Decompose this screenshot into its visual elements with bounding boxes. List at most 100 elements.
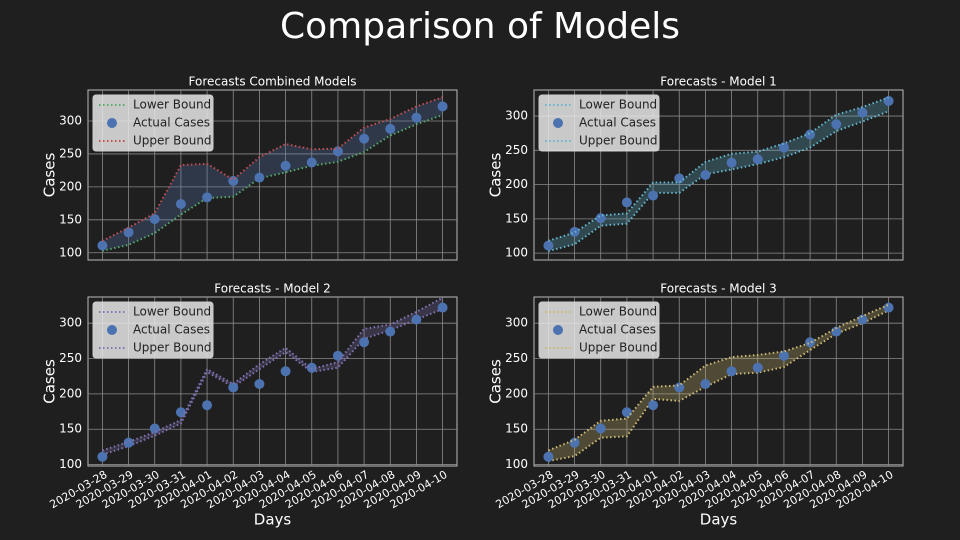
series-line <box>102 296 444 452</box>
subplot: 1001502002503002020-03-282020-03-292020-… <box>41 282 458 529</box>
data-point <box>752 362 763 373</box>
series-line <box>101 96 443 242</box>
legend-swatch <box>107 118 117 128</box>
subplot-title: Forecasts - Model 3 <box>660 282 776 296</box>
data-point <box>149 214 160 225</box>
data-point <box>621 407 632 418</box>
y-tick-label: 150 <box>59 422 82 436</box>
legend-label: Upper Bound <box>133 134 212 148</box>
data-point <box>831 326 842 337</box>
data-point <box>857 107 868 118</box>
data-point <box>175 198 186 209</box>
data-point <box>411 112 422 123</box>
series-line <box>548 96 889 242</box>
y-tick-label: 100 <box>59 457 82 471</box>
data-point <box>359 337 370 348</box>
data-point <box>97 451 108 462</box>
data-point <box>648 190 659 201</box>
data-point <box>385 123 396 134</box>
data-point <box>228 175 239 186</box>
data-point <box>280 366 291 377</box>
legend-label: Upper Bound <box>579 341 658 355</box>
data-point <box>280 160 291 171</box>
legend-label: Lower Bound <box>579 305 657 319</box>
data-point <box>306 362 317 373</box>
data-point <box>175 407 186 418</box>
data-point <box>543 240 554 251</box>
data-point <box>700 170 711 180</box>
legend-box <box>538 301 660 359</box>
subplot: 100 150 200 250 300 Cases Forecasts - Model 1L… <box>487 75 904 261</box>
legend-label: Actual Cases <box>133 323 210 337</box>
data-point <box>228 382 239 393</box>
series-line <box>548 309 890 463</box>
y-tick-label: 300 <box>59 113 82 127</box>
legend-box <box>538 94 660 152</box>
y-axis-label: Cases <box>487 153 505 198</box>
y-axis-label: Cases <box>41 359 59 404</box>
data-point <box>726 366 737 377</box>
data-point <box>621 197 632 208</box>
data-point <box>123 437 134 448</box>
data-point <box>831 119 842 130</box>
data-point <box>202 192 213 203</box>
y-tick-label: 250 <box>505 143 528 157</box>
forecast-band <box>548 304 889 462</box>
forecast-band <box>548 97 889 252</box>
forecast-band <box>102 97 443 251</box>
y-tick-label: 200 <box>59 386 82 400</box>
y-tick-label: 250 <box>59 351 82 365</box>
y-axis-label: Cases <box>487 359 505 404</box>
legend-label: Upper Bound <box>133 341 212 355</box>
subplot-title: Forecasts Combined Models <box>189 75 357 89</box>
data-point <box>254 172 265 183</box>
y-tick-label: 100 <box>505 457 528 471</box>
data-point <box>595 423 606 434</box>
data-point <box>202 400 213 411</box>
y-axis-label: Cases <box>41 153 59 198</box>
data-point <box>726 157 737 168</box>
data-point <box>805 129 816 140</box>
legend-swatch <box>553 118 563 128</box>
data-point <box>306 157 317 168</box>
y-tick-label: 100 <box>59 245 82 259</box>
data-point <box>254 378 265 389</box>
legend-label: Upper Bound <box>579 134 658 148</box>
data-point <box>123 227 134 238</box>
data-point <box>97 240 108 251</box>
y-tick-label: 250 <box>505 351 528 365</box>
legend-label: Lower Bound <box>133 305 211 319</box>
y-tick-label: 150 <box>59 212 82 226</box>
data-point <box>385 326 396 337</box>
data-point <box>411 314 422 325</box>
data-point <box>883 302 894 313</box>
data-point <box>332 146 343 157</box>
y-tick-label: 300 <box>505 109 528 123</box>
legend-box <box>92 94 214 152</box>
y-tick-label: 300 <box>59 316 82 330</box>
subplot: 1001502002503002020-03-282020-03-292020-… <box>487 282 904 529</box>
legend-label: Actual Cases <box>579 116 656 130</box>
y-tick-label: 100 <box>505 246 528 260</box>
page-title: Comparison of Models <box>280 6 680 47</box>
legend-box <box>92 301 214 359</box>
y-tick-label: 200 <box>59 179 82 193</box>
data-point <box>805 337 816 348</box>
data-point <box>437 302 448 313</box>
data-point <box>543 451 554 462</box>
legend-swatch <box>107 325 117 335</box>
data-point <box>569 437 580 448</box>
y-tick-label: 150 <box>505 422 528 436</box>
data-point <box>149 423 160 434</box>
data-point <box>595 213 606 224</box>
y-tick-label: 200 <box>505 177 528 191</box>
legend-label: Lower Bound <box>579 98 657 112</box>
data-point <box>778 350 789 361</box>
data-point <box>883 95 894 106</box>
data-point <box>700 378 711 389</box>
data-point <box>752 154 763 165</box>
subplot-title: Forecasts - Model 2 <box>214 282 330 296</box>
series-line <box>102 114 443 252</box>
x-axis-label: Days <box>254 511 292 529</box>
